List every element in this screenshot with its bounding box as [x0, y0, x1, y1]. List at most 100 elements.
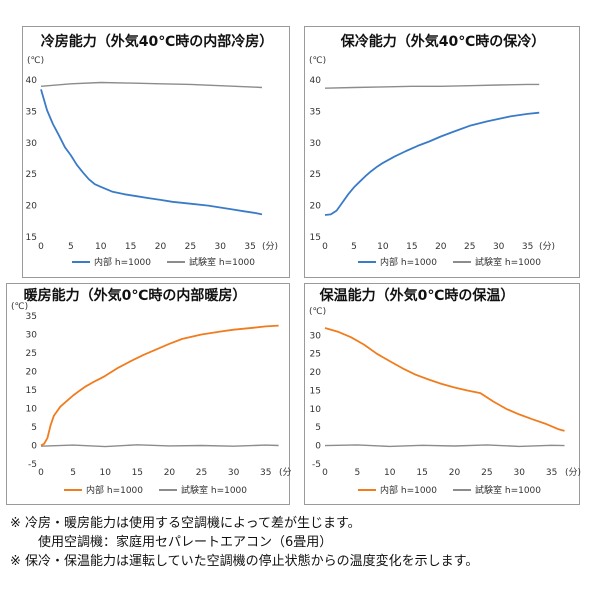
x-tick-label: 20	[449, 468, 461, 478]
series-line-inner	[324, 111, 540, 216]
y-tick-label: 40	[26, 76, 38, 86]
x-tick-label: 15	[416, 468, 427, 478]
series-line-inner	[40, 89, 263, 216]
footnote-1: ※ 冷房・暖房能力は使用する空調機によって差が生じます。	[10, 516, 361, 531]
x-tick-label: 35	[522, 242, 533, 252]
y-tick-label: 15	[310, 386, 321, 396]
footnotes: ※ 冷房・暖房能力は使用する空調機によって差が生じます。 使用空調機：家庭用セパ…	[10, 514, 590, 571]
series-line-inner	[40, 324, 279, 447]
y-tick-label: 30	[310, 139, 322, 149]
unit-label: (℃)	[309, 56, 326, 66]
series-line-room	[324, 83, 540, 89]
series-line-inner	[324, 327, 565, 432]
x-tick-label: 30	[513, 468, 525, 478]
y-tick-label: 10	[310, 405, 322, 415]
x-tick-label: 20	[164, 468, 176, 478]
y-tick-label: 0	[315, 442, 321, 452]
series-line-room	[40, 81, 263, 89]
minute-label: (分)	[262, 241, 278, 252]
chart-title: 保温能力（外気0℃時の保温）	[319, 287, 515, 304]
x-tick-label: 10	[377, 242, 389, 252]
legend-room-label: 試験室 h=1000	[189, 256, 255, 268]
y-tick-label: 35	[26, 312, 37, 322]
y-tick-label: 5	[315, 423, 321, 433]
y-tick-label: 10	[26, 405, 38, 415]
x-tick-label: 20	[435, 242, 447, 252]
x-tick-label: 15	[406, 242, 417, 252]
x-tick-label: 25	[185, 242, 196, 252]
legend-inner-label: 内部 h=1000	[380, 484, 437, 496]
unit-label: (℃)	[27, 56, 44, 66]
x-tick-label: 35	[244, 242, 255, 252]
legend-inner-label: 内部 h=1000	[86, 484, 143, 496]
y-tick-label: 20	[310, 368, 322, 378]
y-tick-label: -5	[312, 460, 321, 470]
x-tick-label: 5	[68, 242, 74, 252]
series-line-room	[40, 444, 279, 448]
x-tick-label: 30	[214, 242, 226, 252]
x-tick-label: 25	[481, 468, 492, 478]
y-tick-label: 30	[26, 139, 38, 149]
y-tick-label: -5	[28, 460, 37, 470]
y-tick-label: 20	[26, 368, 38, 378]
y-tick-label: 0	[31, 442, 37, 452]
chart-panel-heating: 暖房能力（外気0℃時の内部暖房） (℃) 35 30 25 20 15 10 5 0 -5 0 5 10 1…	[6, 283, 291, 505]
series-line-room	[324, 444, 565, 448]
x-tick-label: 35	[546, 468, 557, 478]
x-tick-label: 25	[464, 242, 475, 252]
legend-inner-label: 内部 h=1000	[380, 256, 437, 268]
y-tick-label: 15	[26, 386, 37, 396]
chart-title: 冷房能力（外気40℃時の内部冷房）	[41, 33, 273, 50]
unit-label: (℃)	[11, 302, 28, 312]
unit-label: (℃)	[309, 307, 326, 317]
minute-label: (分)	[565, 467, 581, 478]
x-tick-label: 0	[38, 468, 44, 478]
y-tick-label: 15	[26, 233, 37, 243]
x-tick-label: 5	[70, 468, 76, 478]
x-tick-label: 10	[99, 468, 111, 478]
x-tick-label: 10	[95, 242, 107, 252]
legend-inner-label: 内部 h=1000	[94, 256, 151, 268]
legend-room-label: 試験室 h=1000	[475, 484, 541, 496]
y-tick-label: 40	[310, 76, 322, 86]
minute-label: (分)	[539, 241, 555, 252]
x-tick-label: 30	[228, 468, 240, 478]
x-tick-label: 15	[132, 468, 143, 478]
x-tick-label: 30	[493, 242, 505, 252]
y-tick-label: 25	[310, 350, 321, 360]
y-tick-label: 35	[310, 107, 321, 117]
x-tick-label: 0	[38, 242, 44, 252]
y-tick-label: 20	[26, 202, 38, 212]
chart-panel-cold-retention: 保冷能力（外気40℃時の保冷） (℃) 40 35 30 25 20 15 0 5 10 15 20 25…	[304, 26, 580, 278]
legend-room-label: 試験室 h=1000	[475, 256, 541, 268]
x-tick-label: 5	[351, 242, 357, 252]
minute-label: (分)	[279, 467, 291, 478]
chart-panel-heat-retention: 保温能力（外気0℃時の保温） (℃) 30 25 20 15 10 5 0 -5 0 5 10 15 20 2…	[304, 283, 581, 505]
x-tick-label: 5	[355, 468, 361, 478]
y-tick-label: 25	[26, 170, 37, 180]
x-tick-label: 20	[155, 242, 167, 252]
footnote-3: ※ 保冷・保温能力は運転していた空調機の停止状態からの温度変化を示します。	[10, 554, 479, 569]
chart-title: 暖房能力（外気0℃時の内部暖房）	[24, 287, 247, 304]
x-tick-label: 25	[196, 468, 207, 478]
footnote-2: 使用空調機：家庭用セパレートエアコン（6畳用）	[38, 535, 333, 550]
y-tick-label: 20	[310, 202, 322, 212]
x-tick-label: 15	[125, 242, 136, 252]
y-tick-label: 15	[310, 233, 321, 243]
x-tick-label: 0	[322, 242, 328, 252]
legend-room-label: 試験室 h=1000	[181, 484, 247, 496]
chart-title: 保冷能力（外気40℃時の保冷）	[340, 33, 545, 50]
x-tick-label: 0	[322, 468, 328, 478]
x-tick-label: 10	[384, 468, 396, 478]
y-tick-label: 5	[31, 423, 37, 433]
x-tick-label: 35	[260, 468, 271, 478]
y-tick-label: 25	[26, 349, 37, 359]
y-tick-label: 30	[310, 331, 322, 341]
y-tick-label: 25	[310, 170, 321, 180]
chart-panel-cooling: 冷房能力（外気40℃時の内部冷房） (℃) 40 35 30 25 20 15 0 5 10 15 20…	[22, 26, 290, 278]
y-tick-label: 30	[26, 331, 38, 341]
